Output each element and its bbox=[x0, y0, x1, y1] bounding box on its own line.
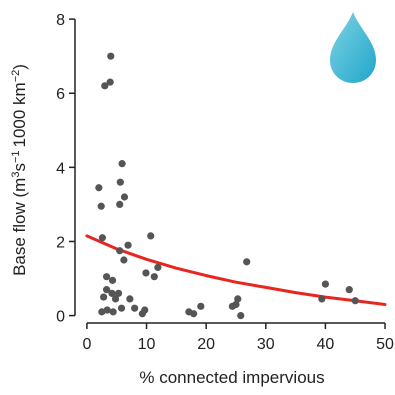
data-point bbox=[228, 302, 237, 310]
data-point bbox=[114, 289, 123, 297]
data-point bbox=[120, 256, 128, 264]
y-tick-label: 0 bbox=[56, 309, 65, 326]
data-point bbox=[116, 200, 124, 209]
data-point bbox=[107, 52, 115, 60]
data-point bbox=[118, 160, 126, 168]
data-point bbox=[109, 308, 117, 316]
data-point bbox=[147, 232, 155, 240]
x-tick-label: 0 bbox=[82, 336, 91, 353]
data-point bbox=[111, 295, 120, 303]
data-point bbox=[100, 293, 108, 301]
x-ticks: 0 10 20 30 40 50 bbox=[82, 323, 394, 353]
y-title-sup-3: −2 bbox=[10, 70, 22, 83]
data-point bbox=[321, 280, 330, 288]
water-drop-icon bbox=[330, 12, 376, 83]
data-point bbox=[150, 273, 158, 281]
data-point bbox=[120, 193, 129, 201]
y-title-sup-1: 3 bbox=[10, 172, 22, 178]
data-point bbox=[108, 289, 116, 297]
data-point bbox=[98, 234, 107, 242]
data-point bbox=[138, 310, 146, 318]
y-title-part-3: 1000 km bbox=[10, 82, 29, 147]
fit-curve-line bbox=[85, 234, 387, 306]
x-tick-label: 30 bbox=[257, 336, 275, 353]
y-tick-label: 8 bbox=[56, 12, 65, 29]
data-point bbox=[116, 178, 124, 186]
y-tick-label: 4 bbox=[56, 160, 65, 177]
data-point bbox=[197, 302, 205, 310]
data-point bbox=[106, 78, 114, 86]
x-tick-label: 20 bbox=[197, 336, 215, 353]
x-tick-label: 40 bbox=[317, 336, 335, 353]
data-point bbox=[117, 304, 126, 312]
data-point bbox=[108, 276, 117, 284]
y-title-part-1: Base flow (m bbox=[10, 178, 29, 276]
data-point bbox=[95, 184, 103, 192]
fit-layer bbox=[85, 234, 387, 306]
y-tick-label: 2 bbox=[56, 234, 65, 251]
x-tick-label: 50 bbox=[376, 336, 394, 353]
data-point bbox=[234, 295, 242, 303]
data-point bbox=[142, 269, 150, 277]
points-layer bbox=[95, 52, 359, 320]
data-point bbox=[126, 295, 134, 303]
data-point bbox=[351, 297, 359, 305]
data-point bbox=[124, 241, 132, 249]
y-tick-label: 6 bbox=[56, 86, 65, 103]
data-point bbox=[237, 311, 245, 320]
data-point bbox=[98, 308, 106, 316]
data-point bbox=[154, 263, 162, 272]
y-ticks: 0 2 4 6 8 bbox=[56, 12, 75, 326]
x-tick-label: 10 bbox=[138, 336, 156, 353]
data-point bbox=[103, 286, 111, 294]
data-point bbox=[318, 295, 326, 303]
y-title-sup-2: −1 bbox=[10, 151, 22, 164]
y-axis-title: Base flow (m3s−1 1000 km−2) bbox=[10, 64, 29, 276]
data-point bbox=[131, 304, 139, 312]
y-title-part-2: s bbox=[10, 163, 29, 172]
data-point bbox=[190, 310, 198, 318]
data-point bbox=[243, 258, 251, 266]
y-title-part-4: ) bbox=[10, 64, 29, 70]
x-axis-title: % connected impervious bbox=[139, 368, 324, 387]
data-point bbox=[116, 247, 124, 255]
data-point bbox=[97, 202, 105, 210]
data-point bbox=[101, 82, 109, 90]
data-point bbox=[103, 273, 111, 281]
data-point bbox=[345, 286, 353, 294]
